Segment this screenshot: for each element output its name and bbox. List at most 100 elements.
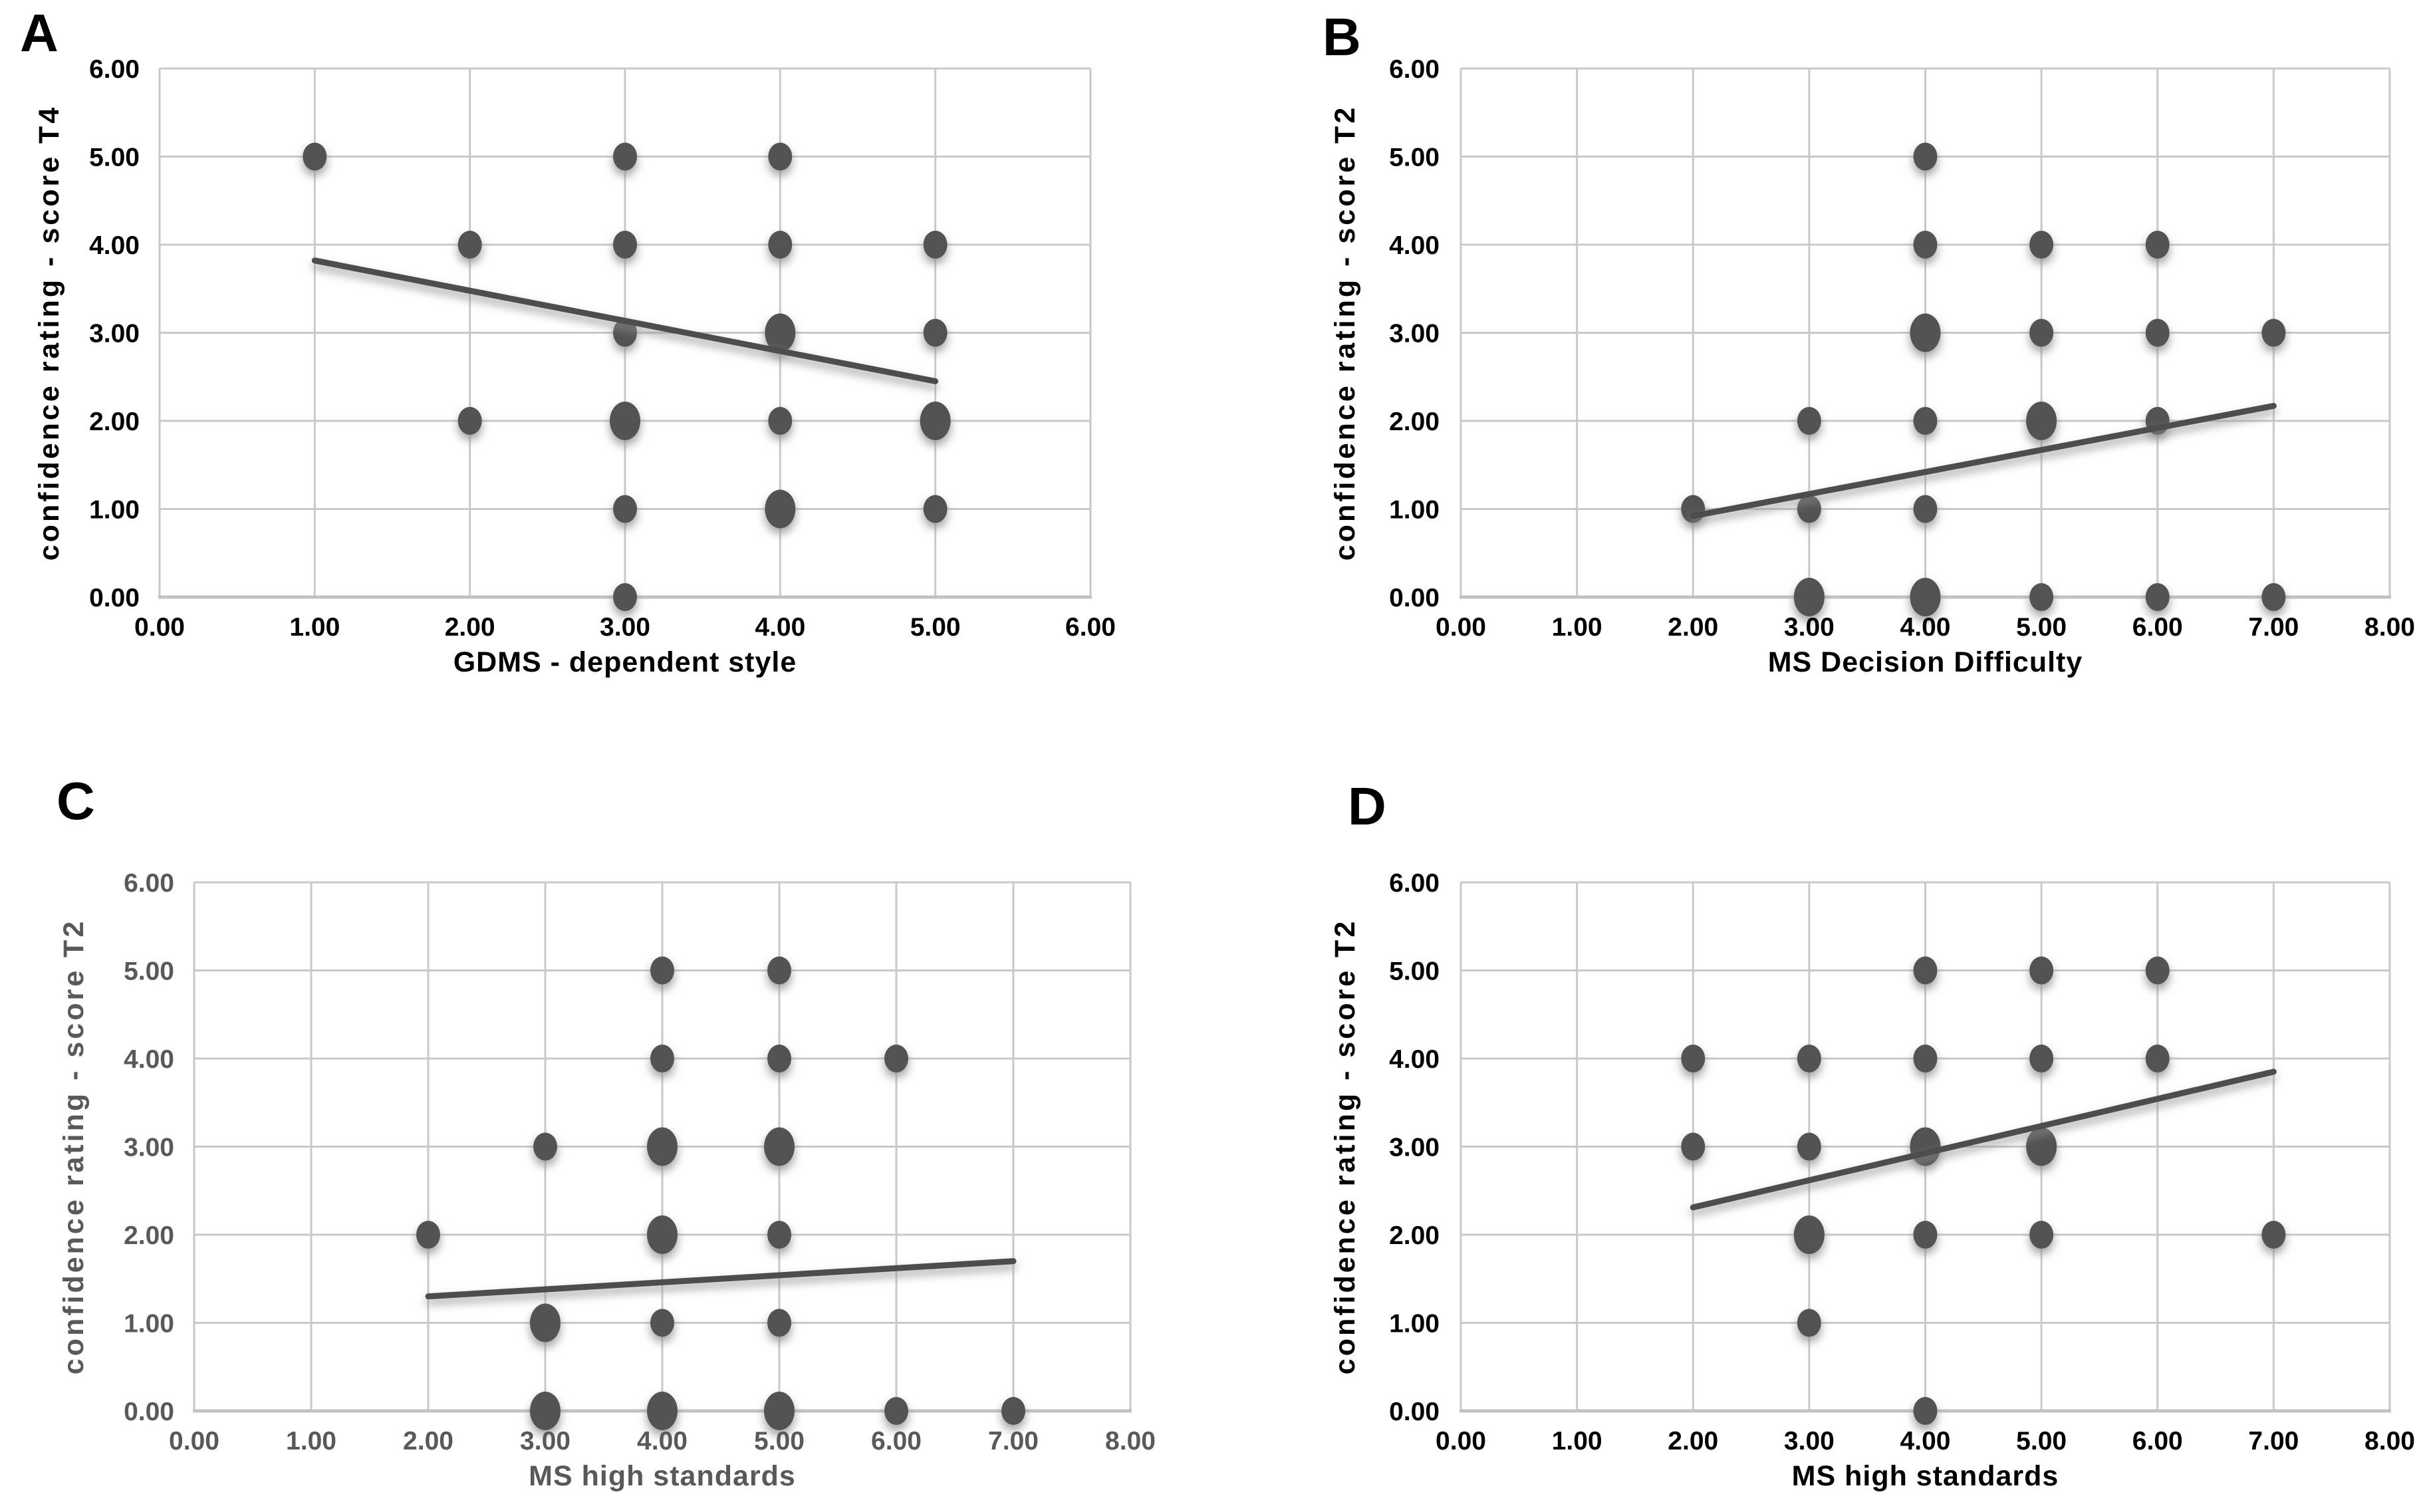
- data-point: [303, 142, 327, 171]
- data-point: [610, 402, 640, 440]
- y-tick-label: 4.00: [1389, 231, 1440, 260]
- data-point: [647, 1215, 678, 1254]
- data-point: [1913, 956, 1938, 985]
- y-tick-label: 3.00: [89, 320, 140, 348]
- x-axis-title: MS high standards: [1792, 1460, 2059, 1492]
- data-point: [2145, 231, 2170, 259]
- trend-line: [425, 1258, 1017, 1300]
- y-tick-label: 0.00: [89, 584, 140, 612]
- data-point: [767, 956, 791, 985]
- x-tick-label: 4.00: [755, 613, 805, 642]
- x-tick-label: 0.00: [1436, 1427, 1486, 1455]
- data-point: [1910, 578, 1941, 616]
- data-point: [2029, 1045, 2054, 1072]
- panel-label-c: C: [57, 771, 95, 830]
- data-point: [650, 1045, 674, 1072]
- trend-line: [311, 257, 939, 384]
- y-tick-label: 0.00: [124, 1398, 174, 1426]
- x-tick-label: 6.00: [2132, 613, 2183, 642]
- y-tick-label: 3.00: [124, 1134, 174, 1162]
- x-tick-label: 2.00: [1668, 1427, 1718, 1455]
- x-tick-label: 4.00: [1900, 613, 1951, 642]
- panel-label-d: D: [1348, 777, 1386, 836]
- data-points: [1681, 142, 2286, 616]
- data-point: [767, 1045, 791, 1072]
- data-point: [1797, 1132, 1821, 1161]
- data-point: [2029, 956, 2054, 985]
- y-tick-label: 6.00: [124, 869, 174, 898]
- y-tick-label: 1.00: [124, 1310, 174, 1338]
- data-point: [530, 1303, 561, 1342]
- data-point: [1797, 1309, 1821, 1337]
- data-point: [416, 1221, 440, 1249]
- data-points: [1681, 956, 2286, 1425]
- data-point: [1913, 407, 1938, 435]
- panel-b: B 0.00 1.00 2.00 3.00 4.00 5.00 6.00 0.00 1.00 2.…: [1212, 0, 2423, 756]
- data-point: [1797, 495, 1821, 523]
- data-point: [920, 402, 951, 440]
- data-point: [2261, 583, 2286, 611]
- data-point: [457, 231, 482, 259]
- x-tick-label: 8.00: [2364, 613, 2415, 642]
- data-point: [1913, 495, 1938, 523]
- x-tick-label: 4.00: [1900, 1427, 1951, 1455]
- y-axis-title: confidence rating - score T2: [58, 919, 90, 1374]
- x-tick-label: 5.00: [2016, 613, 2067, 642]
- x-tick-label: 8.00: [1105, 1427, 1156, 1455]
- x-tick-label: 4.00: [637, 1427, 688, 1455]
- data-point: [613, 318, 637, 347]
- x-tick-label: 1.00: [286, 1427, 336, 1455]
- y-tick-label: 6.00: [89, 55, 140, 84]
- x-tick-label: 0.00: [134, 613, 185, 642]
- data-point: [765, 489, 796, 529]
- data-point: [1913, 142, 1938, 171]
- y-tick-label: 6.00: [1389, 869, 1440, 898]
- panel-label-b: B: [1323, 7, 1361, 66]
- y-axis-title: confidence rating - score T2: [1329, 919, 1361, 1374]
- y-tick-label: 2.00: [1389, 1221, 1440, 1250]
- data-point: [1913, 1397, 1938, 1425]
- data-point: [1910, 1127, 1941, 1166]
- y-tick-label: 6.00: [1389, 55, 1440, 84]
- data-point: [1913, 1045, 1938, 1072]
- data-point: [613, 583, 637, 611]
- scatter-chart-a: 0.00 1.00 2.00 3.00 4.00 5.00 6.00 0.00 1.00 2.00…: [33, 55, 1116, 678]
- trend-line: [1690, 402, 2277, 519]
- x-tick-label: 7.00: [988, 1427, 1039, 1455]
- y-tick-label: 3.00: [1389, 320, 1440, 348]
- y-tick-label: 5.00: [124, 957, 174, 986]
- y-tick-label: 4.00: [1389, 1045, 1440, 1074]
- data-point: [650, 956, 674, 985]
- x-tick-label: 2.00: [1668, 613, 1718, 642]
- x-tick-label: 7.00: [2248, 1427, 2299, 1455]
- y-tick-label: 2.00: [1389, 408, 1440, 436]
- data-point: [884, 1045, 908, 1072]
- data-point: [765, 313, 796, 352]
- x-tick-label: 3.00: [520, 1427, 571, 1455]
- data-point: [1910, 313, 1941, 352]
- y-axis-title: confidence rating - score T4: [33, 105, 65, 561]
- data-point: [764, 1127, 795, 1166]
- data-point: [767, 1221, 791, 1249]
- data-point: [923, 318, 948, 347]
- data-point: [2261, 318, 2286, 347]
- y-tick-label: 2.00: [124, 1221, 174, 1250]
- data-point: [923, 231, 948, 259]
- x-tick-label: 8.00: [2364, 1427, 2415, 1455]
- x-tick-label: 5.00: [754, 1427, 805, 1455]
- y-axis-title: confidence rating - score T2: [1329, 105, 1361, 561]
- data-point: [1001, 1397, 1025, 1425]
- scatter-chart-c: 0.00 1.00 2.00 3.00 4.00 5.00 6.00 0.00 1.00 2.00…: [58, 869, 1156, 1492]
- y-tick-label: 4.00: [124, 1045, 174, 1074]
- x-tick-label: 3.00: [600, 613, 650, 642]
- y-tick-label: 0.00: [1389, 584, 1440, 612]
- scatter-chart-b: 0.00 1.00 2.00 3.00 4.00 5.00 6.00 0.00 1.00 2.00…: [1329, 55, 2415, 678]
- y-tick-label: 5.00: [1389, 957, 1440, 986]
- data-point: [1797, 1045, 1821, 1072]
- y-tick-label: 2.00: [89, 408, 140, 436]
- data-point: [2026, 402, 2057, 440]
- x-tick-label: 3.00: [1784, 613, 1835, 642]
- y-tick-label: 1.00: [1389, 496, 1440, 525]
- y-tick-label: 4.00: [89, 231, 140, 260]
